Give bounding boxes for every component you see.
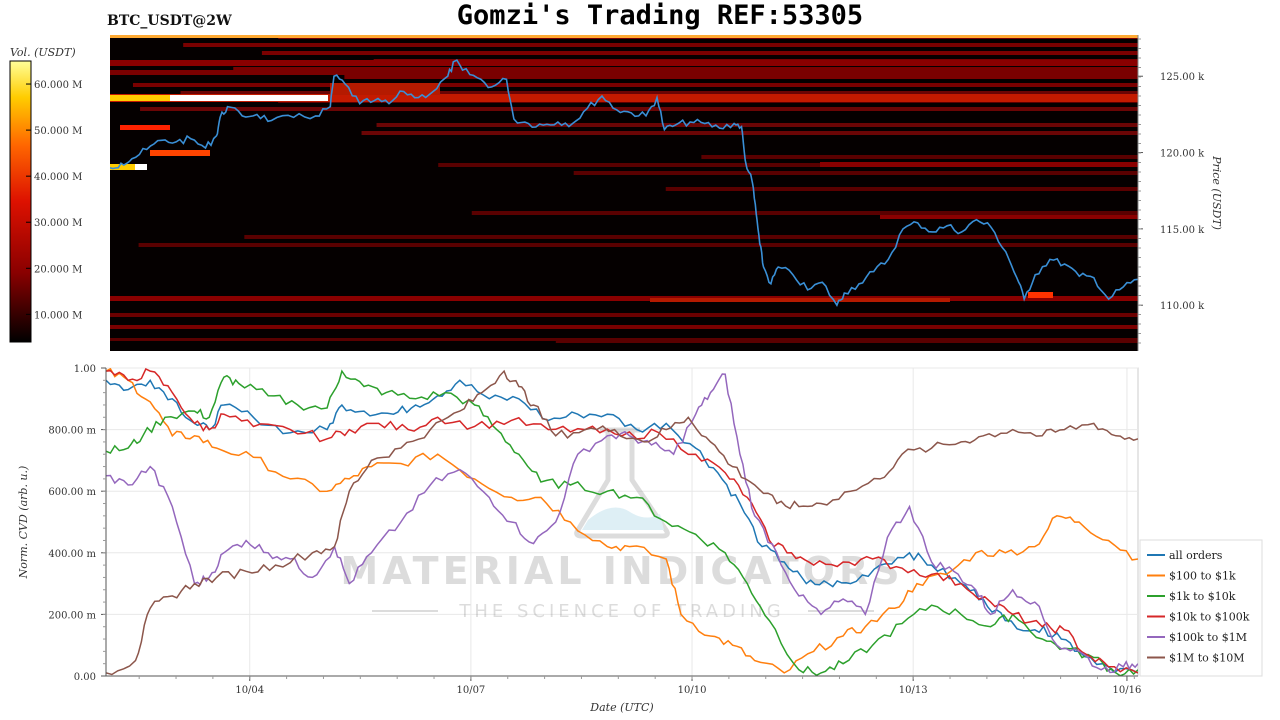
heatmap-hot-block [135,164,147,170]
cvd-x-tick-label: 10/07 [456,685,485,696]
heatmap-band [701,155,1138,159]
cvd-series-line [106,369,1138,676]
heatmap-liquidity-blocks [110,95,1053,298]
price-axis-label: Price (USDT) [1210,155,1223,230]
heatmap-band [110,94,1138,102]
legend-label: $100k to $1M [1169,631,1247,644]
price-tick-label: 125.00 k [1160,72,1205,83]
heatmap-band [138,243,1138,247]
heatmap-band [110,325,1138,329]
colorbar [9,60,32,343]
price-heatmap-panel: 110.00 k 115.00 k 120.00 k 125.00 k Price (… [110,35,1223,351]
heatmap-hot-block [1028,292,1053,298]
heatmap-band [140,107,1138,111]
heatmap-band [110,35,1138,38]
cvd-series-line [106,369,1138,676]
colorbar-tick-label: 30.000 M [34,218,82,229]
cvd-panel: MATERIAL INDICATORS THE SCIENCE OF TRADI… [17,364,1263,714]
heatmap-band [650,298,950,302]
legend-items: all orders $100 to $1k $1k to $10k $10k to … [1147,549,1250,665]
legend-label: $1M to $10M [1169,652,1245,665]
cvd-x-tick-label: 10/10 [678,685,707,696]
price-line [110,59,1138,307]
heatmap-hot-block [120,125,170,130]
cvd-y-tick-label: 1.00 [74,364,96,375]
heatmap-band [183,43,1138,47]
cvd-y-tick-label: 400.00 m [48,549,96,560]
heatmap-band [180,91,1138,95]
page-title: Gomzi's Trading REF:53305 [457,0,863,31]
cvd-y-tick-label: 200.00 m [48,610,96,621]
legend-label: $1k to $10k [1169,590,1236,603]
heatmap-band [244,235,1138,239]
cvd-x-axis-label: Date (UTC) [589,701,653,714]
heatmap-band [330,83,440,95]
colorbar-tick-label: 20.000 M [34,264,82,275]
heatmap-band [132,83,1138,87]
heatmap-bands [110,35,1138,343]
heatmap-band [665,187,1138,191]
cvd-x-ticks: 10/04 10/07 10/10 10/13 10/16 [106,675,1142,696]
heatmap-band [110,70,1138,75]
heatmap-hot-block [110,95,170,101]
legend-box [1139,539,1263,677]
legend: all orders $100 to $1k $1k to $10k $10k to … [1139,539,1263,677]
watermark-title: MATERIAL INDICATORS [340,549,903,593]
heatmap-background [110,35,1138,351]
price-tick-label: 110.00 k [1160,301,1205,312]
cvd-x-tick-label: 10/13 [899,685,928,696]
heatmap-band [110,338,1138,341]
heatmap-band [110,313,1138,317]
price-tick-label: 115.00 k [1160,225,1205,236]
symbol-label: BTC_USDT@2W [107,13,232,29]
heatmap-band [438,163,1138,167]
heatmap-band [110,296,1138,301]
colorbar-tick-label: 40.000 M [34,172,82,183]
watermark: MATERIAL INDICATORS THE SCIENCE OF TRADI… [340,427,903,622]
price-tick-label: 120.00 k [1160,149,1205,160]
heatmap-band [344,75,1138,79]
colorbar-tick-label: 50.000 M [34,126,82,137]
legend-label: $10k to $100k [1169,611,1250,624]
heatmap-band [110,60,1138,66]
cvd-y-tick-label: 600.00 m [48,487,96,498]
colorbar-label: Vol. (USDT) [10,46,76,59]
colorbar-tick-label: 10.000 M [34,310,82,321]
cvd-y-ticks: 0.00 200.00 m 400.00 m 600.00 m 800.00 m 1.00 [48,364,107,683]
heatmap-hot-block [170,95,328,101]
cvd-plot-area [105,367,1139,677]
watermark-subtitle: THE SCIENCE OF TRADING [458,601,784,622]
heatmap-band [820,162,1138,167]
heatmap-band [361,131,1138,135]
cvd-series-line [106,373,1138,674]
cvd-y-tick-label: 800.00 m [48,426,96,437]
heatmap-band [261,51,1138,55]
cvd-y-tick-label: 0.00 [74,672,96,683]
heatmap-band [880,215,1138,219]
legend-label: all orders [1169,549,1223,562]
legend-label: $100 to $1k [1169,570,1236,583]
cvd-series-line [106,368,1138,674]
heatmap-hot-block [150,150,210,156]
colorbar-ticks: 10.000 M 20.000 M 30.000 M 40.000 M 50.000 M… [26,80,82,321]
cvd-x-tick-label: 10/04 [235,685,264,696]
colorbar-tick-label: 60.000 M [34,80,82,91]
cvd-series-line [106,378,1138,674]
heatmap-band [233,67,1138,71]
heatmap-band [376,123,1138,127]
heatmap-band [573,171,1138,175]
heatmap-band [471,211,1138,215]
cvd-series-line [106,368,1138,674]
price-axis-ticks: 110.00 k 115.00 k 120.00 k 125.00 k [1138,38,1205,344]
cvd-y-axis-label: Norm. CVD (arb. u.) [17,466,30,580]
cvd-x-tick-label: 10/16 [1113,685,1142,696]
cvd-series-lines [106,368,1138,676]
heatmap-hot-block [110,164,135,170]
